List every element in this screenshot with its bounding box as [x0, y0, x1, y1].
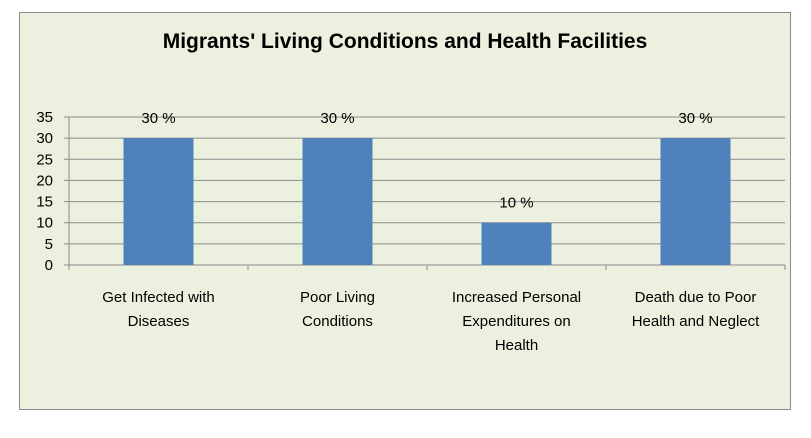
x-tick-label: Death due to Poor Health and Neglect: [632, 289, 760, 330]
x-tick-label-line: Poor Living: [300, 289, 375, 306]
y-tick-label: 30: [36, 130, 53, 147]
bar: [660, 138, 731, 265]
y-tick-label: 10: [36, 215, 53, 232]
x-tick-label: Increased Personal Expenditures on Health: [452, 289, 581, 354]
y-tick-label: 0: [45, 257, 53, 274]
labels: 0 5 10 15 20 25 30 35 30 % Get Infected with Disea…: [36, 109, 760, 354]
y-tick-label: 15: [36, 194, 53, 211]
y-tick-label: 25: [36, 151, 53, 168]
data-label: 30 %: [320, 110, 354, 127]
x-tick-label-line: Conditions: [302, 313, 373, 330]
x-tick-label: Poor Living Conditions: [300, 289, 375, 330]
bar: [302, 138, 373, 265]
bar: [123, 138, 194, 265]
y-tick-label: 20: [36, 172, 53, 189]
x-tick-label-line: Health and Neglect: [632, 313, 760, 330]
bar: [481, 222, 552, 265]
x-tick-label-line: Expenditures on: [462, 313, 570, 330]
bars: [123, 138, 731, 265]
y-tick-label: 35: [36, 109, 53, 126]
x-tick-label-line: Increased Personal: [452, 289, 581, 306]
x-tick-label-line: Health: [495, 337, 538, 354]
y-tick-label: 5: [45, 236, 53, 253]
chart-title: Migrants' Living Conditions and Health F…: [162, 30, 648, 53]
x-tick-label-line: Get Infected with: [102, 289, 215, 306]
data-label: 10 %: [499, 195, 533, 212]
data-label: 30 %: [141, 110, 175, 127]
x-tick-label: Get Infected with Diseases: [102, 289, 215, 330]
data-label: 30 %: [678, 110, 712, 127]
x-tick-label-line: Diseases: [128, 313, 190, 330]
x-tick-label-line: Death due to Poor: [635, 289, 757, 306]
